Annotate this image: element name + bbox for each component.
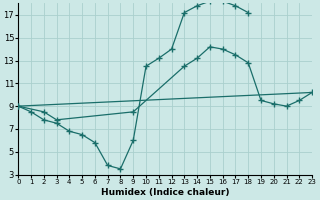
X-axis label: Humidex (Indice chaleur): Humidex (Indice chaleur): [101, 188, 229, 197]
